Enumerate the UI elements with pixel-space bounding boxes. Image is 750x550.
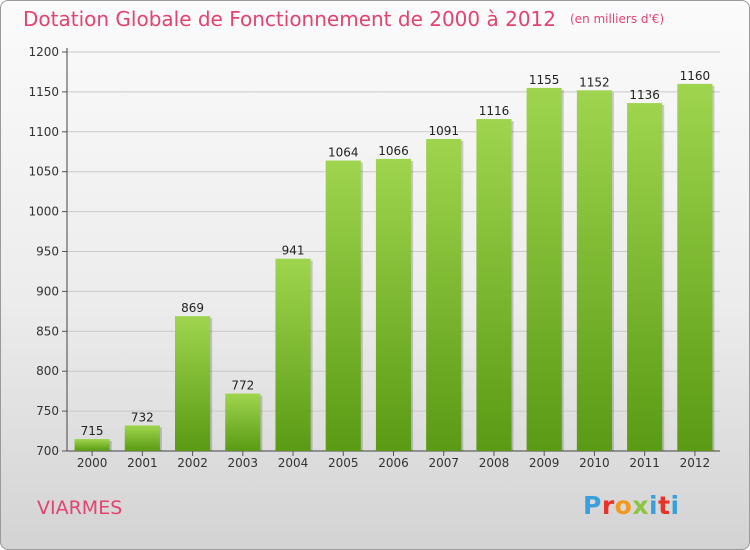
data-label: 1091 — [428, 124, 459, 138]
bar — [174, 316, 211, 451]
y-tick-label: 700 — [36, 444, 59, 458]
chart-title: Dotation Globale de Fonctionnement de 20… — [23, 7, 664, 31]
data-label: 1152 — [579, 75, 610, 89]
bar — [576, 90, 613, 451]
bar — [526, 87, 562, 451]
logo-letter: i — [670, 491, 680, 520]
bar — [426, 138, 462, 451]
proxiti-logo: Proxiti — [583, 491, 680, 520]
data-label: 1160 — [680, 69, 711, 83]
y-tick-label: 950 — [36, 245, 59, 259]
x-tick-label: 2011 — [629, 456, 660, 470]
commune-name: VIARMES — [37, 497, 123, 519]
x-tick-label: 2003 — [228, 456, 259, 470]
x-tick-label: 2000 — [77, 456, 108, 470]
x-tick-label: 2008 — [479, 456, 510, 470]
logo-letter: P — [583, 491, 602, 520]
y-tick-label: 750 — [36, 404, 59, 418]
bar — [275, 258, 311, 451]
x-tick-label: 2006 — [378, 456, 409, 470]
x-tick-label: 2009 — [529, 456, 560, 470]
data-label: 869 — [181, 301, 204, 315]
logo-letter: i — [649, 491, 659, 520]
chart-title-text: Dotation Globale de Fonctionnement de 20… — [23, 7, 556, 31]
bar — [476, 119, 512, 452]
bar — [74, 439, 110, 451]
y-tick-label: 1100 — [28, 125, 59, 139]
x-tick-label: 2005 — [328, 456, 359, 470]
y-tick-label: 800 — [36, 364, 59, 378]
data-label: 1066 — [378, 144, 409, 158]
data-label: 1136 — [629, 88, 660, 102]
x-tick-label: 2004 — [278, 456, 309, 470]
bar — [225, 393, 261, 451]
x-tick-label: 2010 — [579, 456, 610, 470]
x-tick-label: 2012 — [680, 456, 711, 470]
y-tick-label: 850 — [36, 324, 59, 338]
y-tick-label: 1150 — [28, 85, 59, 99]
data-label: 1116 — [479, 104, 510, 118]
y-tick-label: 1200 — [28, 45, 59, 59]
bar — [124, 425, 160, 451]
logo-letter: o — [614, 491, 633, 520]
data-label: 715 — [81, 424, 104, 438]
data-label: 1064 — [328, 146, 359, 160]
bar — [325, 160, 361, 451]
logo-letter: t — [658, 491, 671, 520]
data-label: 941 — [282, 244, 305, 258]
data-label: 1155 — [529, 73, 560, 87]
x-tick-label: 2007 — [428, 456, 459, 470]
bar — [375, 158, 412, 451]
data-label: 732 — [131, 410, 154, 424]
y-tick-label: 1050 — [28, 165, 59, 179]
bar — [677, 83, 713, 452]
chart-unit: (en milliers d'€) — [570, 12, 665, 26]
data-label: 772 — [231, 379, 254, 393]
x-tick-label: 2002 — [177, 456, 208, 470]
logo-letter: r — [601, 491, 615, 520]
x-tick-label: 2001 — [127, 456, 158, 470]
bar — [627, 103, 663, 452]
y-tick-label: 900 — [36, 284, 59, 298]
y-tick-label: 1000 — [28, 205, 59, 219]
logo-letter: x — [632, 491, 649, 520]
